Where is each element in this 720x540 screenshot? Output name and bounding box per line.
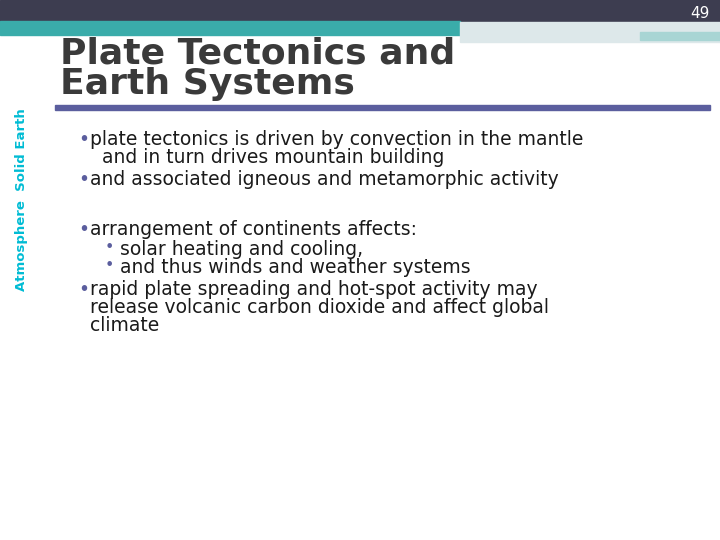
Text: release volcanic carbon dioxide and affect global: release volcanic carbon dioxide and affe…: [90, 298, 549, 317]
Text: •: •: [78, 280, 89, 299]
Text: 49: 49: [690, 6, 710, 22]
Text: •: •: [78, 220, 89, 239]
Text: climate: climate: [90, 316, 159, 335]
Bar: [580, 25, 720, 35]
Text: plate tectonics is driven by convection in the mantle: plate tectonics is driven by convection …: [90, 130, 583, 149]
Bar: [460, 22, 720, 42]
Text: arrangement of continents affects:: arrangement of continents affects:: [90, 220, 417, 239]
Text: •: •: [78, 130, 89, 149]
Text: and associated igneous and metamorphic activity: and associated igneous and metamorphic a…: [90, 170, 559, 189]
Bar: [0, 21, 460, 35]
Text: Plate Tectonics and: Plate Tectonics and: [60, 36, 455, 70]
Bar: [640, 32, 720, 40]
Text: Atmosphere  Solid Earth: Atmosphere Solid Earth: [16, 109, 29, 292]
Text: solar heating and cooling,: solar heating and cooling,: [120, 240, 363, 259]
Text: •: •: [105, 258, 114, 273]
Text: and thus winds and weather systems: and thus winds and weather systems: [120, 258, 471, 277]
Text: rapid plate spreading and hot-spot activity may: rapid plate spreading and hot-spot activ…: [90, 280, 538, 299]
Text: •: •: [105, 240, 114, 255]
Bar: [0, 0, 720, 25]
Bar: [55, 105, 710, 110]
Text: Earth Systems: Earth Systems: [60, 67, 355, 101]
Text: •: •: [78, 170, 89, 189]
Text: and in turn drives mountain building: and in turn drives mountain building: [102, 148, 444, 167]
